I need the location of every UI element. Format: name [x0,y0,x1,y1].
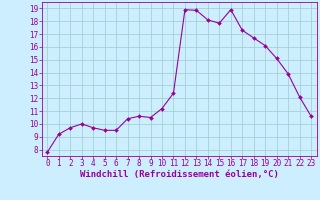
X-axis label: Windchill (Refroidissement éolien,°C): Windchill (Refroidissement éolien,°C) [80,170,279,179]
